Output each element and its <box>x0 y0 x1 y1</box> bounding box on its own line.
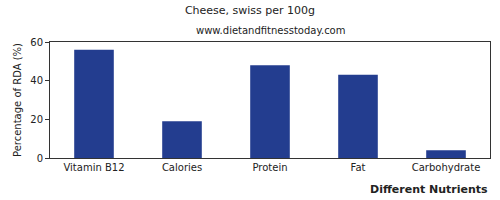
svg-text:40: 40 <box>30 75 43 86</box>
svg-text:Calories: Calories <box>162 162 202 173</box>
svg-text:0: 0 <box>37 153 43 164</box>
svg-text:Fat: Fat <box>351 162 366 173</box>
svg-text:60: 60 <box>30 37 43 48</box>
svg-text:www.dietandfitnesstoday.com: www.dietandfitnesstoday.com <box>196 25 345 36</box>
svg-text:Protein: Protein <box>252 162 287 173</box>
svg-text:Different Nutrients: Different Nutrients <box>370 183 488 196</box>
svg-text:Percentage of RDA (%): Percentage of RDA (%) <box>12 43 23 157</box>
svg-text:20: 20 <box>30 114 43 125</box>
svg-text:Carbohydrate: Carbohydrate <box>412 162 481 173</box>
svg-text:Vitamin B12: Vitamin B12 <box>63 162 124 173</box>
svg-text:Cheese, swiss per 100g: Cheese, swiss per 100g <box>185 4 315 17</box>
